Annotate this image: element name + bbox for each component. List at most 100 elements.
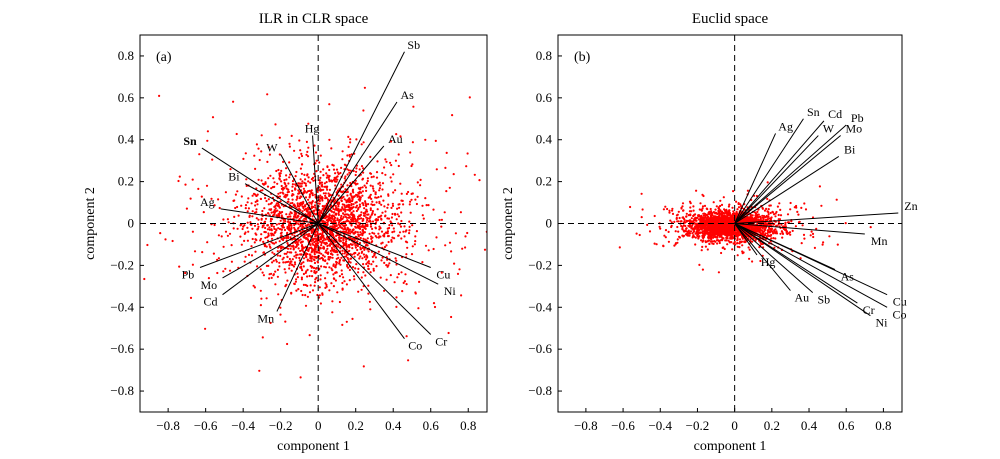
data-point	[716, 242, 719, 245]
data-point	[288, 257, 291, 261]
data-point	[365, 182, 368, 185]
data-point	[629, 205, 632, 209]
data-point	[723, 233, 726, 236]
data-point	[364, 212, 367, 215]
data-point	[228, 269, 232, 272]
data-point	[722, 227, 726, 230]
data-point	[342, 259, 345, 262]
data-point	[344, 220, 347, 223]
data-point	[667, 230, 670, 233]
data-point	[230, 260, 233, 263]
data-point	[321, 208, 324, 211]
data-point	[250, 223, 253, 226]
data-point	[361, 228, 364, 231]
data-point	[332, 235, 335, 238]
data-point	[288, 176, 291, 179]
data-point	[310, 239, 313, 242]
data-point	[295, 240, 298, 243]
data-point	[397, 164, 400, 168]
data-point	[391, 231, 394, 234]
data-point	[421, 214, 424, 217]
data-point	[284, 193, 287, 196]
vector-cr: Cr	[317, 223, 447, 349]
data-point	[293, 282, 296, 286]
data-point	[328, 216, 331, 219]
vector-ni: Ni	[317, 223, 456, 298]
data-point	[301, 180, 304, 183]
data-point	[268, 277, 271, 280]
y-tick-label: −0.8	[110, 383, 134, 398]
data-point	[335, 244, 338, 247]
data-point	[384, 215, 387, 218]
y-tick-label: −0.6	[110, 341, 134, 356]
data-point	[640, 216, 643, 219]
data-point	[801, 224, 804, 227]
data-point	[360, 276, 363, 279]
data-point	[312, 248, 315, 251]
data-point	[285, 252, 288, 255]
data-point	[307, 235, 310, 238]
data-point	[701, 240, 704, 243]
data-point	[432, 247, 435, 251]
data-point	[787, 221, 791, 224]
data-point	[185, 207, 188, 210]
data-point	[478, 179, 481, 182]
data-point	[735, 232, 738, 235]
data-point	[349, 138, 352, 141]
data-point	[323, 182, 326, 185]
data-point	[273, 242, 276, 245]
point-cloud	[618, 181, 872, 274]
data-point	[287, 182, 290, 185]
data-point	[290, 269, 293, 272]
data-point	[313, 261, 317, 265]
data-point	[658, 225, 661, 228]
data-point	[774, 215, 777, 218]
data-point	[236, 190, 239, 193]
data-point	[278, 265, 281, 268]
data-point	[266, 93, 269, 96]
data-point	[424, 197, 427, 200]
data-point	[329, 225, 332, 228]
data-point	[328, 168, 331, 172]
data-point	[733, 240, 736, 244]
data-point	[359, 227, 362, 230]
data-point	[254, 211, 257, 214]
data-point	[552, 184, 554, 186]
data-point	[318, 294, 321, 297]
data-point	[353, 216, 356, 219]
data-point	[289, 230, 292, 233]
data-point	[301, 293, 304, 297]
data-point	[380, 230, 384, 233]
data-point	[285, 283, 288, 286]
data-point	[341, 217, 344, 220]
data-point	[347, 135, 350, 138]
data-point	[723, 212, 726, 215]
data-point	[287, 224, 290, 227]
data-point	[259, 289, 262, 292]
data-point	[348, 216, 351, 219]
data-point	[361, 178, 364, 181]
data-point	[314, 281, 317, 284]
data-point	[399, 135, 402, 138]
data-point	[374, 256, 377, 259]
data-point	[286, 200, 289, 203]
data-point	[251, 237, 254, 241]
data-point	[300, 241, 303, 244]
data-point	[344, 164, 347, 167]
data-point	[220, 235, 223, 238]
data-point	[406, 246, 409, 249]
data-point	[361, 250, 364, 253]
vector-line	[317, 51, 405, 224]
data-point	[274, 241, 277, 244]
data-point	[334, 204, 337, 208]
data-point	[380, 259, 383, 262]
vector-au: Au	[317, 132, 403, 224]
data-point	[400, 211, 403, 214]
data-point	[276, 254, 279, 257]
data-point	[314, 201, 317, 204]
data-point	[379, 184, 382, 187]
data-point	[287, 198, 290, 201]
data-point	[319, 194, 322, 197]
data-point	[740, 205, 743, 208]
data-point	[294, 280, 297, 283]
